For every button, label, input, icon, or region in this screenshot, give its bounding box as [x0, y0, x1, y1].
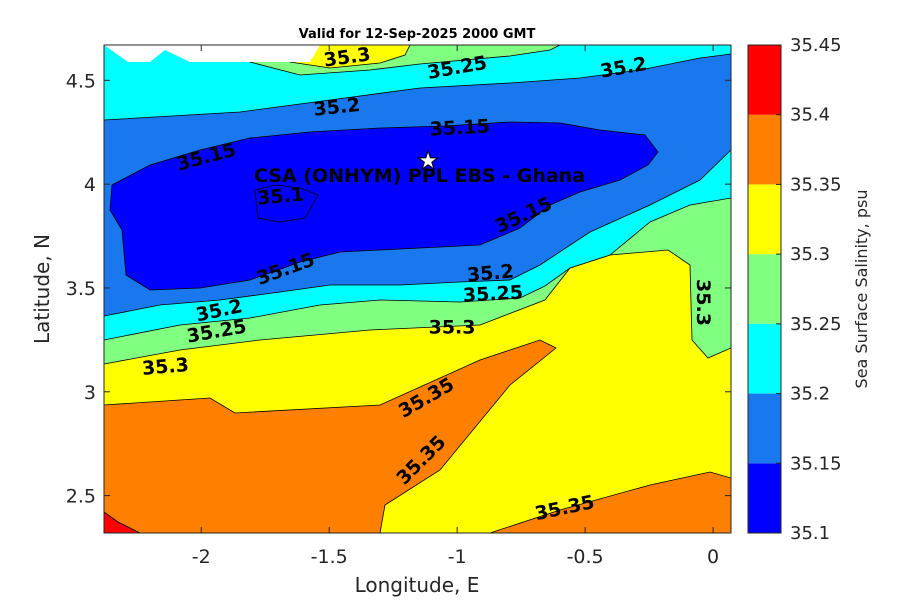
- contour-label: 35.2: [466, 260, 515, 286]
- contour-fill-layer: [104, 45, 731, 533]
- colorbar-swatch: [748, 114, 781, 185]
- colorbar-tick-label: 35.35: [790, 174, 842, 195]
- y-tick-label: 4: [84, 174, 96, 196]
- colorbar-swatch: [748, 45, 781, 115]
- region-no-data: [104, 45, 320, 62]
- colorbar-tick-label: 35.4: [790, 105, 830, 126]
- region-35.4-35.45: [104, 511, 141, 533]
- chart-title: Valid for 12-Sep-2025 2000 GMT: [299, 27, 536, 42]
- colorbar: 35.1 35.15 35.2 35.25 35.3 35.35 35.4 35.45: [747, 35, 842, 544]
- colorbar-swatch: [748, 254, 781, 324]
- colorbar-swatch: [748, 393, 781, 464]
- colorbar-tick-label: 35.1: [790, 523, 830, 544]
- colorbar-swatch: [748, 184, 781, 255]
- colorbar-label: Sea Surface Salinity, psu: [852, 190, 871, 389]
- region-35.3-35.35-upper: [289, 45, 411, 69]
- colorbar-tick-label: 35.3: [790, 244, 830, 265]
- colorbar-tick-label: 35.45: [790, 35, 842, 56]
- y-tick-label: 2.5: [66, 486, 96, 508]
- plot-frame: [103, 44, 732, 534]
- contour-label: 35.2: [312, 94, 361, 121]
- contour-label: 35.3: [141, 354, 190, 380]
- colorbar-frame: [747, 44, 782, 534]
- site-marker: CSA (ONHYM) PPL EBS - Ghana: [254, 149, 585, 187]
- x-tick-label: -0.5: [567, 546, 604, 568]
- y-tick-label: 3: [84, 382, 96, 404]
- colorbar-tick-label: 35.2: [790, 384, 830, 405]
- white-star-icon: [417, 149, 440, 171]
- x-tick-label: -2: [192, 546, 211, 568]
- y-tick-label: 3.5: [66, 278, 96, 300]
- y-axis: 2.5 3 3.5 4 4.5: [66, 70, 731, 508]
- colorbar-tick-label: 35.25: [790, 314, 842, 335]
- x-tick-label: 0: [707, 546, 719, 568]
- region-35.05-35.1: [254, 184, 319, 223]
- x-axis-label: Longitude, E: [355, 573, 480, 597]
- x-axis: -2 -1.5 -1 -0.5 0: [192, 45, 719, 568]
- site-label: CSA (ONHYM) PPL EBS - Ghana: [254, 165, 585, 187]
- colorbar-tick-label: 35.15: [790, 453, 842, 474]
- colorbar-swatch: [748, 323, 781, 394]
- x-tick-label: -1.5: [311, 546, 348, 568]
- contour-label: 35.3: [429, 316, 476, 338]
- contour-label: 35.15: [429, 116, 490, 141]
- region-35.1-35.15: [109, 121, 659, 291]
- contour-label: 35.3: [692, 279, 714, 326]
- colorbar-swatch: [748, 463, 781, 533]
- y-axis-label: Latitude, N: [30, 234, 54, 344]
- x-tick-label: -1: [448, 546, 467, 568]
- contour-label: 35.25: [462, 282, 523, 307]
- y-tick-label: 4.5: [66, 70, 96, 92]
- contour-label: 35.1: [256, 184, 305, 210]
